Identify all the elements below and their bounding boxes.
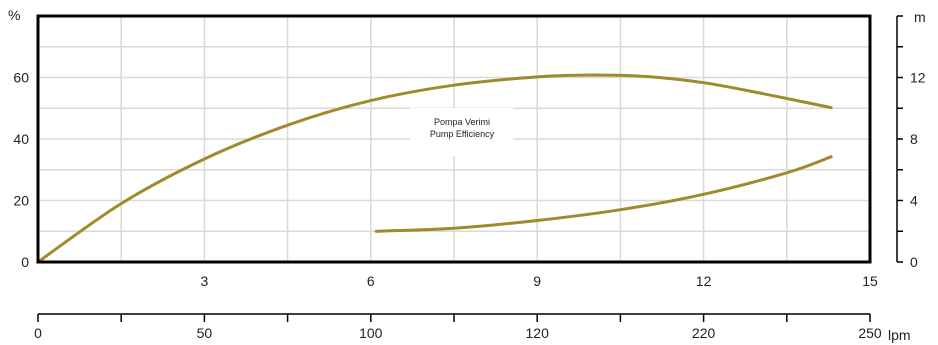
x-tick-label: 9 [533, 273, 541, 289]
right-tick-label: 4 [910, 193, 918, 209]
efficiency-curve [36, 73, 833, 264]
x-tick-label: 12 [696, 273, 712, 289]
secondary-tick-label: 100 [359, 325, 383, 341]
left-axis-ticks: 0 20 40 60 [13, 70, 29, 271]
annotation-line-1: Pompa Verimi [434, 117, 490, 127]
annotation-line-2: Pump Efficiency [430, 129, 495, 139]
left-tick-label: 60 [13, 70, 29, 86]
secondary-tick-label: 120 [526, 325, 550, 341]
secondary-x-axis: 0 50 100 120 220 250 [34, 313, 882, 341]
x-axis-ticks: 3 6 9 12 15 [201, 273, 878, 289]
secondary-tick-label: 0 [34, 325, 42, 341]
secondary-tick-label: 250 [858, 325, 882, 341]
plot-frame [36, 14, 872, 264]
left-tick-label: 40 [13, 131, 29, 147]
secondary-tick-label: 220 [692, 325, 716, 341]
right-tick-label: 8 [910, 131, 918, 147]
annotation-box: Pompa Verimi Pump Efficiency [410, 108, 513, 156]
curves [36, 73, 833, 264]
right-axis-unit: m [914, 9, 926, 25]
secondary-x-axis-unit: lpm [888, 327, 911, 343]
head-curve [374, 155, 833, 233]
right-tick-label: 0 [910, 254, 918, 270]
right-axis: 0 4 8 12 [896, 15, 926, 270]
secondary-tick-label: 50 [197, 325, 213, 341]
left-tick-label: 0 [21, 254, 29, 270]
x-tick-label: 6 [367, 273, 375, 289]
left-axis-unit: % [8, 7, 20, 23]
x-tick-label: 15 [862, 273, 878, 289]
left-tick-label: 20 [13, 193, 29, 209]
right-tick-label: 12 [910, 70, 926, 86]
x-tick-label: 3 [201, 273, 209, 289]
